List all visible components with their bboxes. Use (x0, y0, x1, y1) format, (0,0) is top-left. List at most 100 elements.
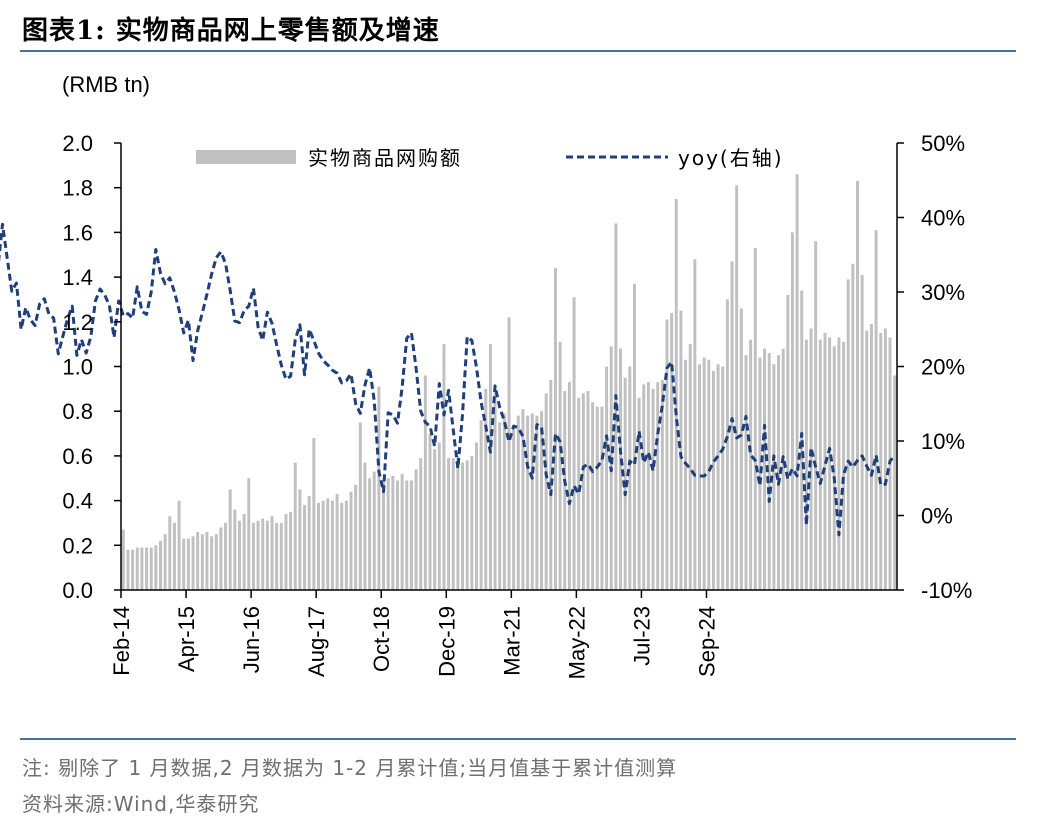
bar (567, 382, 571, 590)
bar (526, 415, 530, 590)
right-tick-label: 0% (921, 504, 953, 529)
bar (832, 346, 836, 590)
bar (377, 386, 381, 590)
bar (581, 393, 585, 590)
left-tick-label: 1.6 (62, 220, 93, 245)
bar (572, 297, 576, 590)
bar (159, 540, 162, 590)
bar (716, 364, 720, 590)
bar (693, 259, 697, 590)
bar (330, 500, 334, 590)
bar (317, 502, 320, 590)
bar (846, 279, 850, 590)
yoy-line (0, 222, 896, 537)
right-tick-label: 10% (921, 429, 965, 454)
bar (233, 509, 237, 590)
bar (563, 391, 567, 590)
bar (860, 274, 864, 590)
bar (275, 522, 279, 590)
bar (679, 310, 683, 591)
bar (442, 344, 446, 590)
bar (474, 442, 478, 590)
bar (340, 502, 344, 590)
left-axis-unit: (RMB tn) (62, 72, 150, 97)
x-tick-label: Jul-23 (629, 606, 654, 666)
bar (883, 328, 887, 590)
bar (674, 198, 678, 591)
bar (214, 534, 218, 591)
title-rule (20, 50, 1016, 52)
left-tick-label: 0.8 (62, 399, 93, 424)
bar (465, 460, 469, 590)
bar (828, 337, 832, 590)
bar (140, 547, 144, 590)
bar (368, 478, 372, 590)
bar (660, 379, 664, 590)
bar (182, 538, 186, 590)
bar (688, 344, 692, 590)
bar (544, 393, 548, 590)
bar (498, 422, 502, 591)
bar (879, 332, 883, 590)
bar (168, 516, 172, 590)
left-tick-label: 1.4 (62, 265, 93, 290)
bar (530, 413, 534, 590)
left-tick-label: 1.8 (62, 176, 93, 201)
bar (456, 455, 460, 590)
right-tick-label: 20% (921, 355, 965, 380)
chart: 0.0 0.2 0.4 0.6 0.8 1.0 1.2 1.4 1.6 1.8 2.0 -10% 0% 1… (0, 131, 972, 679)
bar (637, 397, 641, 590)
bar (312, 438, 316, 590)
right-tick-label: 30% (921, 280, 965, 305)
bar (711, 370, 715, 590)
bar (540, 411, 544, 590)
left-tick-label: 2.0 (62, 131, 93, 156)
bar (730, 261, 734, 590)
bar (210, 536, 214, 590)
bar (735, 185, 739, 590)
bar (279, 522, 283, 590)
bar (535, 415, 539, 590)
bar (646, 382, 650, 590)
bar (303, 505, 307, 590)
bar (382, 480, 386, 590)
left-tick-label: 0.6 (62, 444, 93, 469)
line-series (0, 222, 896, 537)
bar (749, 339, 753, 590)
bar (196, 531, 200, 590)
right-tick-label: 40% (921, 206, 965, 231)
bar (284, 514, 288, 590)
bar (651, 388, 655, 590)
bar (428, 433, 432, 590)
bar (126, 549, 130, 590)
bar (744, 355, 748, 590)
bar (289, 511, 293, 590)
bar (121, 529, 125, 590)
bar (521, 408, 525, 590)
bar (800, 290, 804, 590)
bar (893, 375, 897, 590)
bar (256, 520, 260, 590)
bar (423, 375, 427, 590)
bar (391, 476, 395, 590)
legend-line-label: yoy(右轴) (678, 146, 784, 170)
bar (419, 458, 423, 590)
bar (502, 413, 506, 590)
bar (261, 518, 265, 590)
bar (405, 480, 409, 590)
bar (400, 473, 404, 590)
bar (758, 357, 762, 590)
bar (154, 545, 158, 590)
bar (586, 391, 590, 590)
left-tick-label: 0.4 (62, 489, 93, 514)
bar (484, 388, 488, 590)
bar (479, 420, 483, 590)
bar (619, 348, 622, 590)
source-line: 资料来源:Wind,华泰研究 (22, 792, 260, 816)
bar (856, 181, 859, 590)
bar (809, 328, 813, 590)
x-tick-label: Jun-16 (239, 606, 264, 673)
bar (790, 232, 794, 590)
bar (488, 344, 492, 590)
bar (493, 393, 497, 590)
